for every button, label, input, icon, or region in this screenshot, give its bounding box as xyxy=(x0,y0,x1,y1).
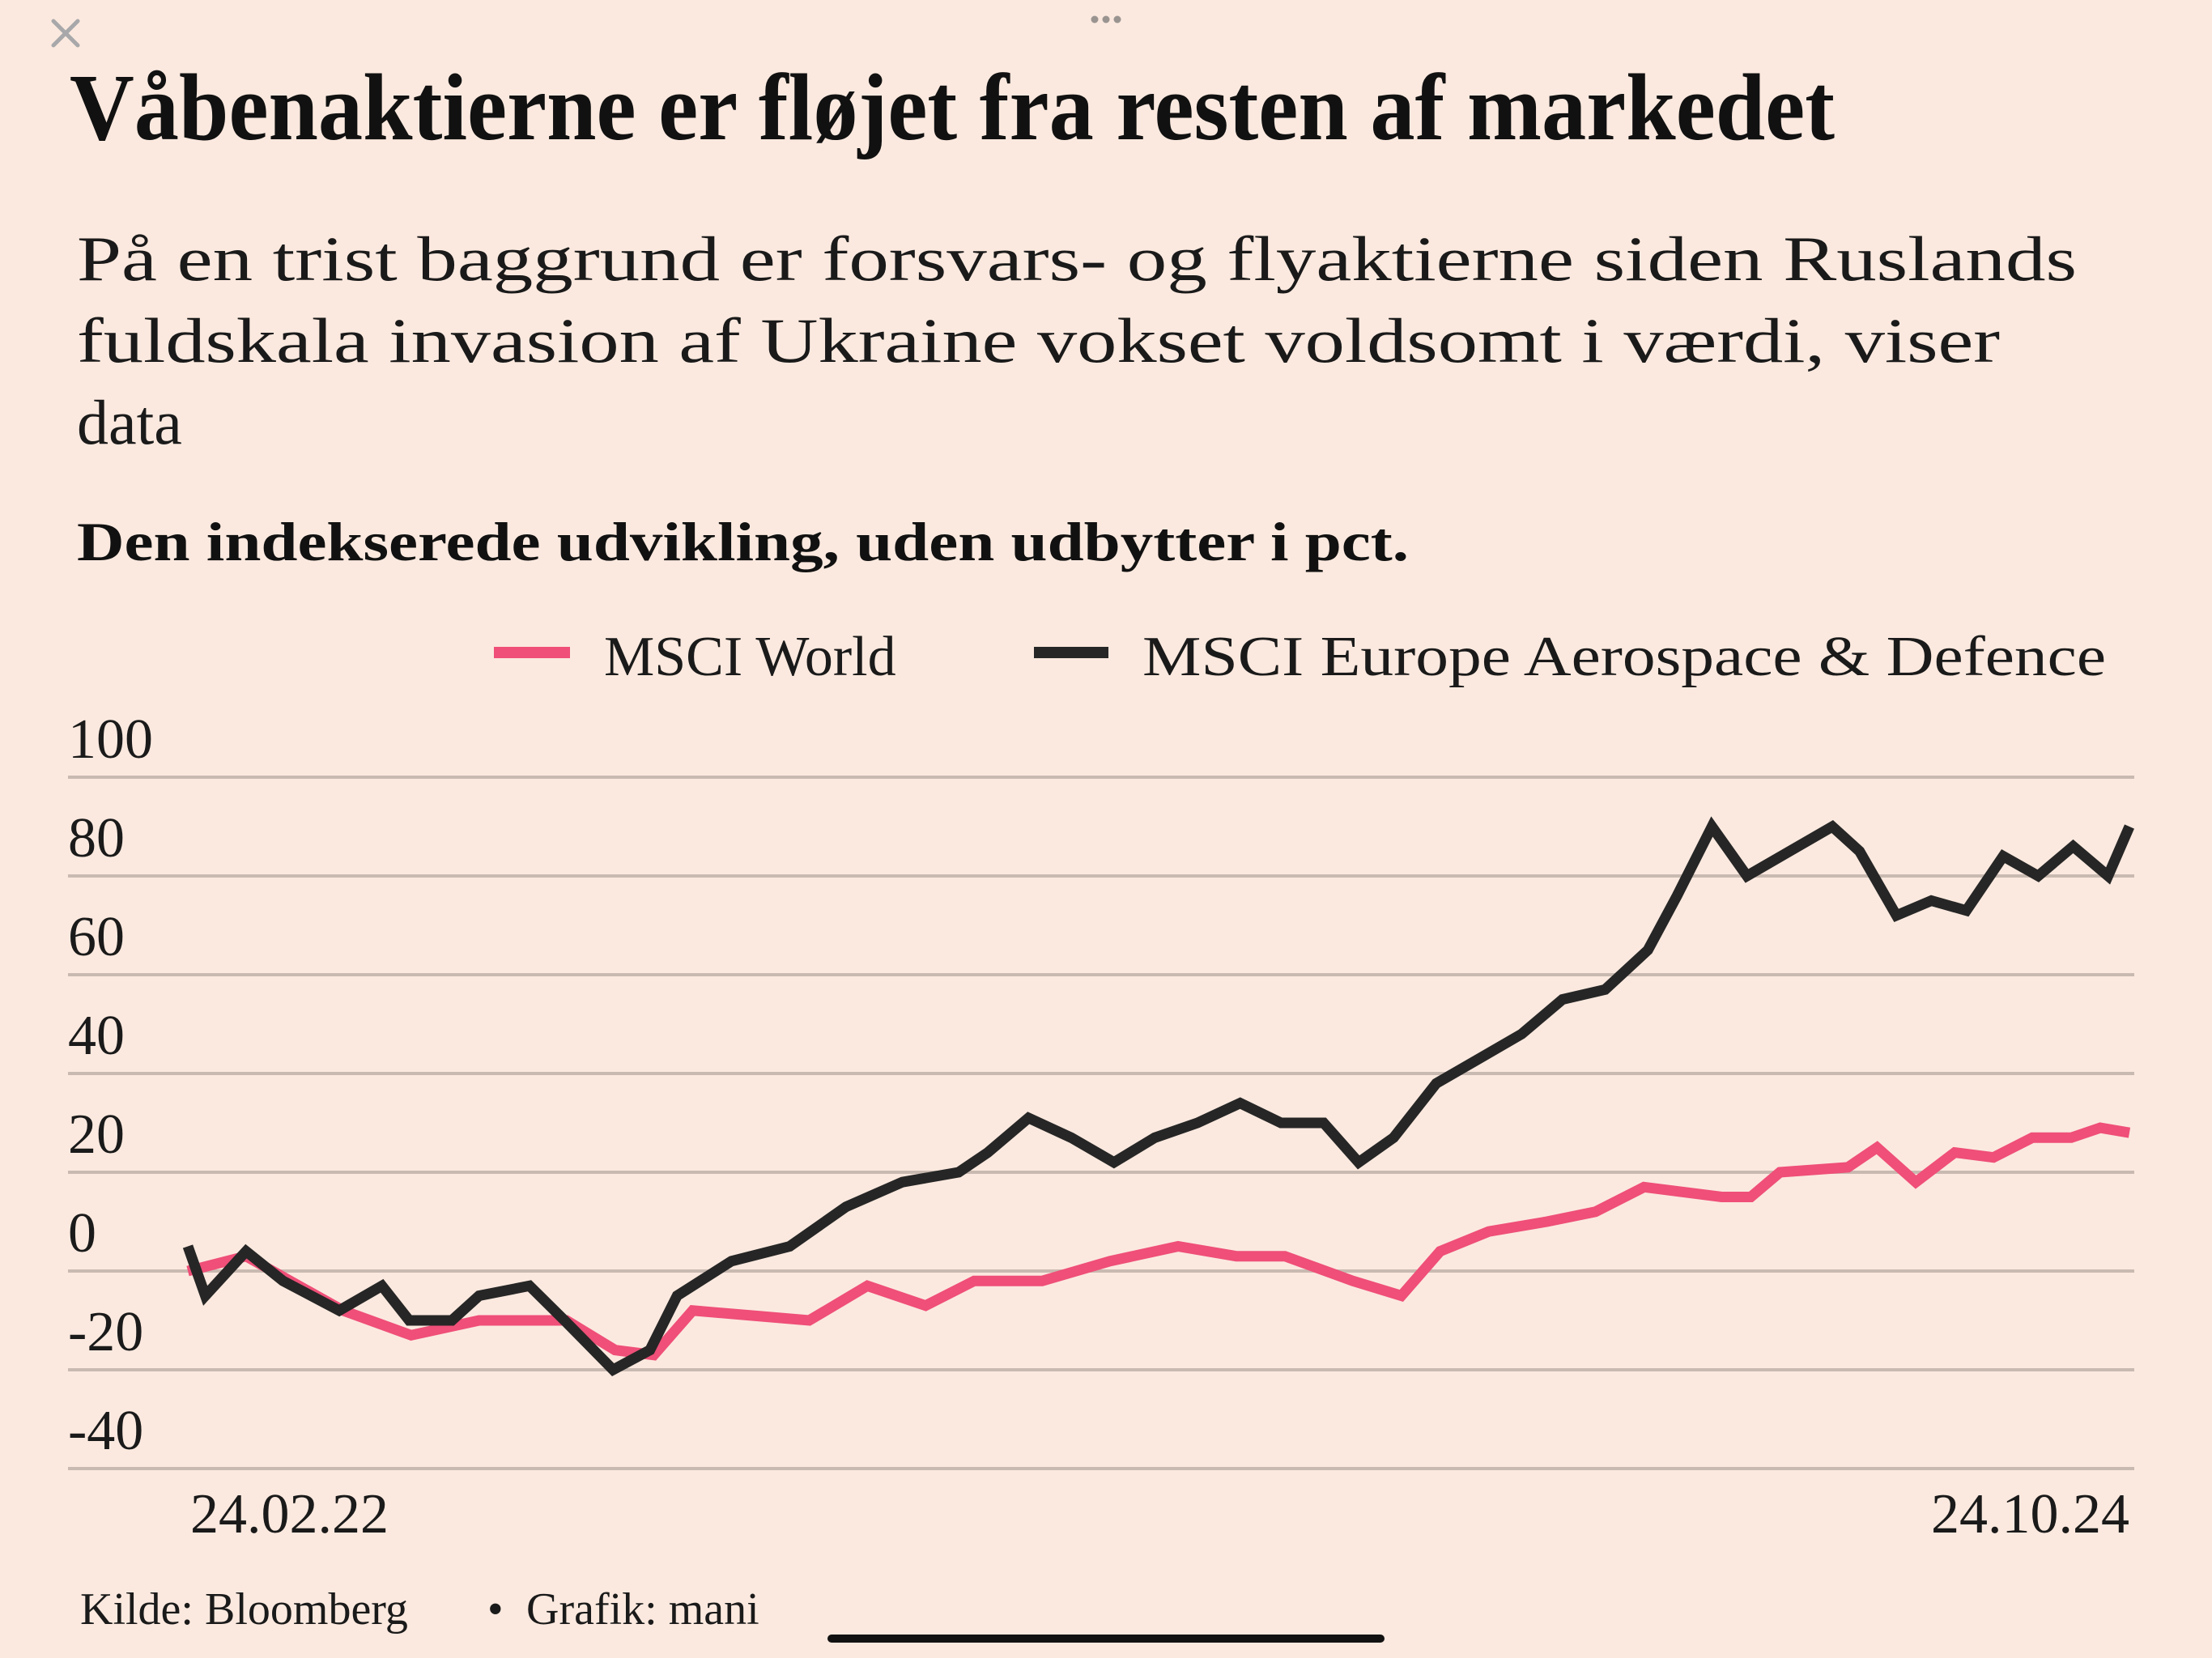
y-tick-label: 80 xyxy=(68,807,125,869)
y-tick-label: 60 xyxy=(68,906,125,968)
plot-lines xyxy=(182,816,2134,1377)
series-line-aerospace-defence xyxy=(182,816,2134,1377)
credit-text: Grafik: mani xyxy=(526,1584,759,1635)
page-title: Våbenaktierne er fløjet fra resten af ma… xyxy=(70,54,1835,160)
series-line-msci-world xyxy=(186,1122,2131,1361)
gridlines xyxy=(68,776,2134,1470)
close-icon[interactable] xyxy=(51,19,80,48)
more-dots-icon[interactable] xyxy=(1091,15,1121,23)
y-tick-label: 40 xyxy=(68,1005,125,1067)
x-tick-label-end: 24.10.24 xyxy=(1931,1483,2129,1545)
home-indicator[interactable] xyxy=(827,1635,1385,1643)
y-axis-labels: 100 80 60 40 20 0 -20 -40 xyxy=(68,708,153,1462)
footer-separator: • xyxy=(487,1584,504,1635)
chart-title: Den indekserede udvikling, uden udbytter… xyxy=(77,511,1409,572)
subtitle-line: fuldskala invasion af Ukraine vokset vol… xyxy=(77,305,2000,376)
y-tick-label: 0 xyxy=(68,1202,96,1265)
x-tick-label-start: 24.02.22 xyxy=(190,1483,389,1545)
subtitle-line: data xyxy=(77,387,182,457)
source-text: Kilde: Bloomberg xyxy=(80,1584,408,1635)
legend: MSCI World MSCI Europe Aerospace & Defen… xyxy=(494,626,2106,688)
legend-label-aerospace-defence: MSCI Europe Aerospace & Defence xyxy=(1142,626,2106,688)
legend-label-msci-world: MSCI World xyxy=(604,626,896,688)
subtitle-line: På en trist baggrund er forsvars- og fly… xyxy=(77,223,2077,294)
y-tick-label: -20 xyxy=(68,1301,143,1363)
y-tick-label: 20 xyxy=(68,1103,125,1166)
y-tick-label: -40 xyxy=(68,1400,143,1462)
y-tick-label: 100 xyxy=(68,708,153,771)
